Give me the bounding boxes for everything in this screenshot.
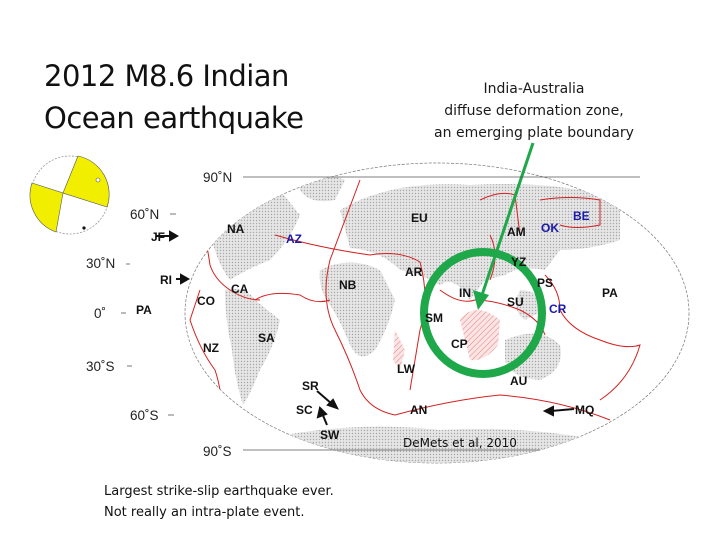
plate-label: SC: [296, 403, 313, 417]
slide-caption: Largest strike-slip earthquake ever. Not…: [104, 481, 334, 523]
plate-label: PA: [602, 286, 618, 300]
map-credit: DeMets et al, 2010: [403, 436, 517, 450]
plate-label: PS: [537, 276, 554, 290]
caption-line: Largest strike-slip earthquake ever.: [104, 484, 334, 499]
plate-label: MQ: [575, 403, 595, 417]
plate-label: LW: [397, 362, 415, 376]
note-line: India-Australia: [483, 81, 585, 97]
lat-label-60n: 60˚N: [130, 207, 160, 222]
plate-arrows: [156, 230, 575, 426]
lat-label-90n: 90˚N: [203, 170, 233, 185]
title-line: Ocean earthquake: [44, 101, 304, 135]
focal-mechanism-icon: [29, 155, 110, 235]
lat-label-30n: 30˚N: [86, 256, 116, 271]
plate-label: SW: [320, 428, 340, 442]
plate-label: EU: [411, 211, 428, 225]
plate-label: OK: [541, 221, 559, 235]
plate-label: AN: [410, 403, 428, 417]
lat-label-30s: 30˚S: [86, 359, 115, 374]
plate-label: CP: [451, 337, 468, 351]
plate-label: BE: [573, 209, 590, 223]
plate-label: AM: [507, 225, 526, 239]
plate-label: NB: [339, 278, 357, 292]
plate-label: AZ: [286, 232, 302, 246]
plate-label: SA: [258, 331, 275, 345]
plate-label: NZ: [203, 341, 219, 355]
plate-label: SM: [425, 311, 443, 325]
plate-label: SU: [507, 295, 524, 309]
plate-label: CR: [549, 302, 567, 316]
plate-label: AR: [405, 265, 423, 279]
annotation-note: India-Australia diffuse deformation zone…: [418, 78, 650, 144]
lat-label-0: 0˚: [94, 306, 107, 321]
note-line: an emerging plate boundary: [434, 125, 634, 141]
title-line: 2012 M8.6 Indian: [44, 59, 289, 93]
lat-label-90s: 90˚S: [203, 444, 232, 459]
plate-label: IN: [459, 286, 471, 300]
highlight-circle: [420, 248, 546, 378]
plate-label: NA: [227, 222, 245, 236]
plate-label: CA: [231, 282, 249, 296]
plate-label: PA: [136, 303, 152, 317]
plate-label: JF: [151, 230, 166, 244]
plate-label: CO: [197, 294, 215, 308]
plate-label: SR: [302, 379, 319, 393]
plate-label: AU: [510, 374, 528, 388]
highlight-arrow: [479, 142, 535, 299]
note-line: diffuse deformation zone,: [444, 103, 624, 119]
plate-label: YZ: [511, 255, 527, 269]
plate-label: RI: [160, 273, 172, 287]
lat-label-60s: 60˚S: [130, 408, 159, 423]
caption-line: Not really an intra-plate event.: [104, 505, 305, 520]
slide-title: 2012 M8.6 Indian Ocean earthquake: [44, 55, 304, 139]
